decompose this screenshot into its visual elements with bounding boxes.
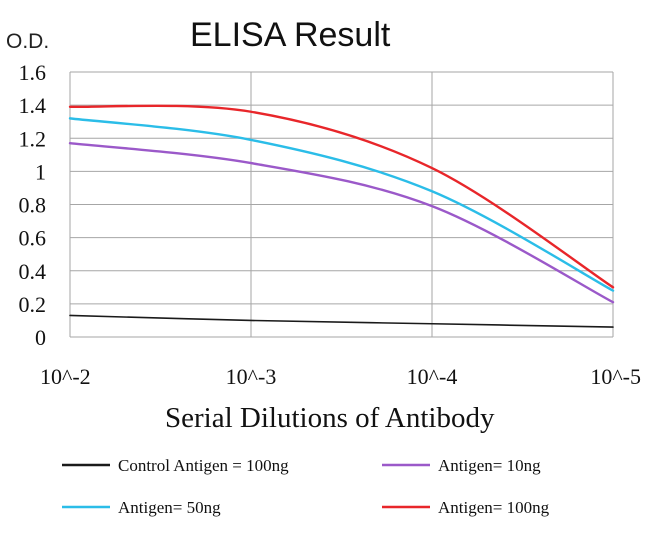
y-tick-label: 0 (35, 325, 46, 350)
y-tick-label: 0.6 (19, 226, 47, 251)
y-tick-label: 0.8 (19, 193, 47, 218)
legend-label: Antigen= 50ng (118, 498, 221, 517)
x-tick-label: 10^-5 (590, 364, 641, 389)
y-tick-label: 0.4 (19, 259, 47, 284)
y-tick-label: 1.4 (19, 93, 47, 118)
y-tick-label: 1.6 (19, 60, 47, 85)
y-axis-label: O.D. (6, 30, 49, 53)
legend-label: Antigen= 10ng (438, 456, 541, 475)
grid-lines (69, 71, 614, 338)
series-line-1 (69, 314, 614, 328)
plot-area (68, 104, 615, 328)
y-tick-label: 1.2 (19, 126, 47, 151)
series-line-3 (68, 117, 615, 292)
y-tick-labels: 0 0.2 0.4 0.6 0.8 1 1.2 1.4 1.6 (19, 60, 47, 350)
y-tick-label: 1 (35, 159, 46, 184)
series-line-2 (68, 142, 615, 304)
legend: Control Antigen = 100ng Antigen= 10ng Anti… (62, 456, 550, 517)
y-tick-label: 0.2 (19, 292, 47, 317)
series-line-4 (68, 104, 615, 289)
x-tick-label: 10^-4 (407, 364, 458, 389)
legend-label: Control Antigen = 100ng (118, 456, 289, 475)
x-tick-labels: 10^-2 10^-3 10^-4 10^-5 (40, 364, 641, 389)
legend-label: Antigen= 100ng (438, 498, 550, 517)
x-tick-label: 10^-3 (226, 364, 277, 389)
x-axis-label: Serial Dilutions of Antibody (165, 402, 495, 434)
x-tick-label: 10^-2 (40, 364, 91, 389)
chart-title: ELISA Result (190, 16, 391, 54)
